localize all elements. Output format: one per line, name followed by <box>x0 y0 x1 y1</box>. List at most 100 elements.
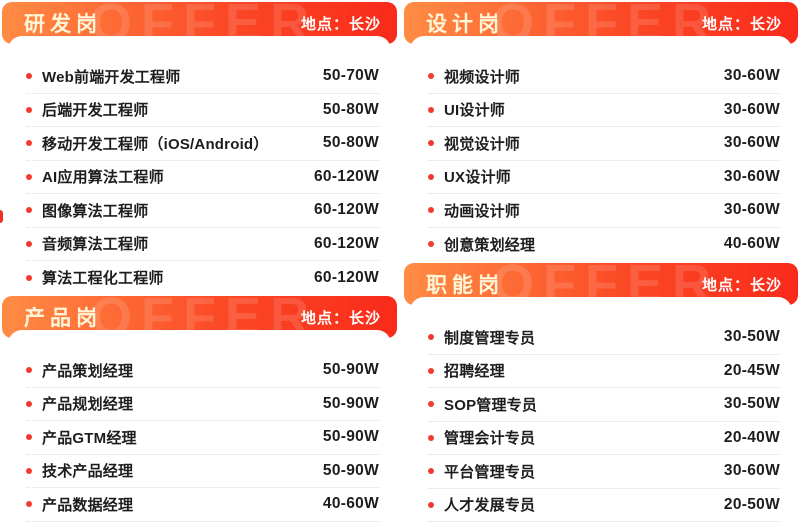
bullet-icon <box>428 241 434 248</box>
bullet-icon <box>428 73 434 80</box>
job-salary: 30-60W <box>723 134 780 152</box>
job-row: 技术产品经理 50-90W <box>26 455 379 488</box>
job-title: SOP管理专员 <box>444 396 538 414</box>
section-title: 研发岗 <box>24 13 102 36</box>
job-salary: 40-60W <box>322 495 379 513</box>
section-design: 设计岗 OFFER 地点：长沙 视频设计师 30-60W UI设计师 30-60… <box>404 2 798 261</box>
job-row: 产品策划经理 50-90W <box>26 354 379 388</box>
job-salary: 50-90W <box>322 361 379 379</box>
section-functional: 职能岗 OFFER 地点：长沙 制度管理专员 30-50W 招聘经理 20-45… <box>404 263 798 522</box>
bullet-icon <box>26 400 32 407</box>
job-title: UX设计师 <box>444 169 511 187</box>
job-title: 视频设计师 <box>444 68 521 86</box>
bullet-icon <box>26 240 32 247</box>
job-row: 人才发展专员 20-50W <box>428 489 780 522</box>
bullet-icon <box>26 274 32 281</box>
job-salary: 50-90W <box>322 461 379 479</box>
location-badge: 地点：长沙 <box>701 15 782 33</box>
bullet-icon <box>428 140 434 147</box>
job-salary: 60-120W <box>314 201 379 219</box>
job-title: 产品规划经理 <box>42 396 134 414</box>
location-badge: 地点：长沙 <box>300 15 381 33</box>
job-title: 图像算法工程师 <box>42 202 149 220</box>
job-title: UI设计师 <box>444 102 506 120</box>
job-row: AI应用算法工程师 60-120W <box>26 161 379 194</box>
job-salary: 60-120W <box>314 268 379 286</box>
job-row: 图像算法工程师 60-120W <box>26 194 379 228</box>
bullet-icon <box>428 434 434 441</box>
job-salary: 50-70W <box>322 67 379 85</box>
bullet-icon <box>428 106 434 113</box>
bullet-icon <box>428 401 434 408</box>
bullet-icon <box>428 173 434 180</box>
location-badge: 地点：长沙 <box>701 276 782 294</box>
job-row: 平台管理专员 30-60W <box>428 455 780 489</box>
job-row: 创意策划经理 40-60W <box>428 228 780 262</box>
bullet-icon <box>428 367 434 374</box>
bullet-icon <box>26 140 32 147</box>
job-salary: 30-60W <box>723 100 780 118</box>
section-title: 产品岗 <box>24 307 102 330</box>
job-title: 创意策划经理 <box>444 236 536 254</box>
job-title: 人才发展专员 <box>444 497 536 515</box>
job-row: 产品GTM经理 50-90W <box>26 421 379 455</box>
job-title: 动画设计师 <box>444 202 521 220</box>
job-salary: 20-45W <box>723 361 780 379</box>
job-salary: 50-80W <box>322 100 379 118</box>
left-edge-accent <box>0 210 3 223</box>
bullet-icon <box>26 106 32 113</box>
section-title: 职能岗 <box>426 274 504 297</box>
bullet-icon <box>26 434 32 441</box>
job-salary: 20-40W <box>723 428 780 446</box>
bullet-icon <box>26 467 32 474</box>
job-row: 算法工程化工程师 60-120W <box>26 261 379 295</box>
job-title: 管理会计专员 <box>444 430 536 448</box>
job-title: 产品数据经理 <box>42 496 134 514</box>
job-row: 移动开发工程师（iOS/Android） 50-80W <box>26 127 379 161</box>
job-row: 后端开发工程师 50-80W <box>26 94 379 127</box>
job-salary: 30-60W <box>723 167 780 185</box>
job-title: 视觉设计师 <box>444 135 521 153</box>
section-product: 产品岗 OFFER 地点：长沙 产品策划经理 50-90W 产品规划经理 50-… <box>2 296 397 522</box>
job-salary: 60-120W <box>314 167 379 185</box>
job-row: 招聘经理 20-45W <box>428 355 780 388</box>
job-salary: 30-60W <box>723 67 780 85</box>
job-salary: 30-50W <box>723 328 780 346</box>
job-title: 招聘经理 <box>444 363 505 381</box>
section-design-body: 视频设计师 30-60W UI设计师 30-60W 视觉设计师 30-60W U… <box>410 36 792 261</box>
job-salary: 30-50W <box>723 395 780 413</box>
job-title: 算法工程化工程师 <box>42 270 164 288</box>
bullet-icon <box>26 173 32 180</box>
job-salary: 50-90W <box>322 428 379 446</box>
job-row: 制度管理专员 30-50W <box>428 321 780 355</box>
job-salary: 30-60W <box>723 201 780 219</box>
job-row: 视觉设计师 30-60W <box>428 127 780 161</box>
job-row: SOP管理专员 30-50W <box>428 388 780 422</box>
job-row: UI设计师 30-60W <box>428 94 780 127</box>
job-title: 产品策划经理 <box>42 362 134 380</box>
section-title: 设计岗 <box>426 13 504 36</box>
bullet-icon <box>26 501 32 508</box>
job-salary: 20-50W <box>723 495 780 513</box>
section-product-body: 产品策划经理 50-90W 产品规划经理 50-90W 产品GTM经理 50-9… <box>8 330 391 522</box>
job-row: 音频算法工程师 60-120W <box>26 228 379 261</box>
bullet-icon <box>428 207 434 214</box>
job-salary: 50-80W <box>322 134 379 152</box>
job-row: 视频设计师 30-60W <box>428 60 780 94</box>
job-title: 移动开发工程师（iOS/Android） <box>42 135 269 153</box>
job-salary: 50-90W <box>322 394 379 412</box>
job-title: Web前端开发工程师 <box>42 68 181 86</box>
left-column: 研发岗 OFFER 地点：长沙 Web前端开发工程师 50-70W 后端开发工程… <box>2 2 397 522</box>
bullet-icon <box>26 73 32 80</box>
job-title: 产品GTM经理 <box>42 429 137 447</box>
location-badge: 地点：长沙 <box>300 309 381 327</box>
job-row: UX设计师 30-60W <box>428 161 780 194</box>
bullet-icon <box>26 367 32 374</box>
job-title: 音频算法工程师 <box>42 236 149 254</box>
job-row: 动画设计师 30-60W <box>428 194 780 228</box>
job-title: 后端开发工程师 <box>42 102 149 120</box>
section-functional-body: 制度管理专员 30-50W 招聘经理 20-45W SOP管理专员 30-50W… <box>410 297 792 522</box>
job-salary: 30-60W <box>723 462 780 480</box>
job-salary: 60-120W <box>314 234 379 252</box>
